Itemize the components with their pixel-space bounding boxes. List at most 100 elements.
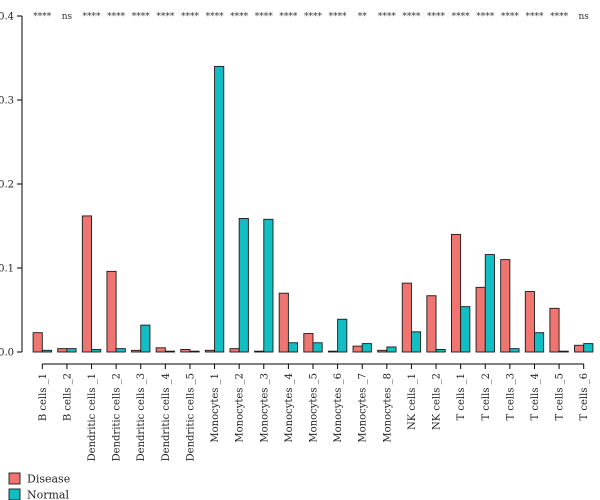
- x-tick-label: T cells _2: [481, 373, 492, 420]
- bar-disease-11: [278, 292, 289, 353]
- bar-disease-5: [131, 349, 142, 353]
- significance-label: ns: [62, 12, 73, 22]
- significance-label: ****: [181, 12, 200, 22]
- x-tick-label: Monocytes _8: [382, 373, 393, 443]
- x-axis-labels: B cells _1 B cells _2 Dendritic cells _1 De…: [38, 364, 590, 461]
- x-tick-label: Monocytes _6: [333, 373, 344, 443]
- significance-label: ****: [501, 12, 520, 22]
- legend-label-normal: Normal: [27, 489, 69, 500]
- bar-normal-19: [484, 254, 495, 353]
- bar-normal-10: [263, 218, 274, 353]
- bar-disease-4: [106, 270, 117, 353]
- bar-disease-10: [254, 350, 265, 353]
- significance-label: ****: [402, 12, 421, 22]
- significance-label: ****: [452, 12, 471, 22]
- bar-normal-13: [337, 318, 348, 353]
- significance-label: ****: [427, 12, 446, 22]
- bar-normal-22: [558, 350, 569, 353]
- x-tick-label: T cells _1: [456, 373, 467, 420]
- bar-disease-22: [549, 307, 560, 353]
- significance-label: ****: [279, 12, 298, 22]
- bar-normal-18: [460, 306, 471, 353]
- significance-label: **: [358, 12, 368, 22]
- bar-disease-23: [574, 344, 585, 353]
- significance-label: ****: [476, 12, 495, 22]
- x-tick-label: NK cells _2: [432, 373, 443, 430]
- bar-normal-20: [509, 348, 520, 353]
- bar-normal-5: [140, 324, 151, 353]
- legend-swatch-normal: [8, 488, 21, 500]
- x-tick-label: Monocytes _1: [210, 373, 221, 443]
- x-tick-label: NK cells _1: [407, 373, 418, 430]
- x-tick-label: Dendritic cells _3: [136, 373, 147, 461]
- x-tick-label: T cells _6: [579, 373, 590, 420]
- bar-disease-18: [451, 233, 462, 353]
- significance-label: ****: [255, 12, 274, 22]
- bar-normal-1: [41, 349, 52, 353]
- bar-normal-17: [435, 349, 446, 353]
- bar-disease-9: [229, 348, 240, 353]
- significance-label: ****: [550, 12, 569, 22]
- bar-disease-12: [303, 333, 314, 353]
- bar-normal-8: [214, 65, 225, 353]
- bar-disease-13: [327, 350, 339, 353]
- significance-label: ****: [378, 12, 397, 22]
- x-tick-label: T cells _3: [505, 373, 516, 420]
- bar-disease-3: [81, 215, 92, 353]
- significance-label: ****: [33, 12, 52, 22]
- significance-label: ****: [329, 12, 348, 22]
- x-tick-label: Monocytes _7: [358, 373, 369, 443]
- bar-normal-11: [287, 342, 299, 353]
- bar-disease-15: [377, 349, 388, 353]
- x-tick-label: Dendritic cells _2: [112, 373, 123, 461]
- bar-disease-20: [500, 259, 511, 353]
- legend: Disease Normal: [8, 472, 70, 500]
- x-tick-label: Dendritic cells _4: [161, 373, 172, 461]
- bar-disease-14: [352, 345, 363, 353]
- significance-label: ****: [525, 12, 544, 22]
- bar-disease-19: [475, 286, 486, 353]
- y-axis: 0.0 0.1 0.2 0.3 0.4: [0, 12, 23, 359]
- bar-disease-8: [204, 349, 216, 353]
- y-tick-label: 0.1: [0, 264, 14, 275]
- y-tick-label: 0.2: [0, 180, 14, 191]
- bars: [32, 65, 594, 353]
- legend-swatch-disease: [8, 472, 21, 485]
- bar-normal-9: [238, 217, 249, 353]
- bar-normal-14: [361, 343, 372, 353]
- x-tick-label: Dendritic cells _5: [185, 373, 196, 461]
- bar-normal-12: [312, 342, 323, 353]
- significance-labels: **** ns **** **** **** **** **** **** **** **** **…: [33, 12, 589, 22]
- bar-normal-15: [386, 346, 397, 353]
- x-tick-label: T cells _4: [530, 373, 541, 420]
- x-tick-label: Monocytes _5: [309, 373, 320, 443]
- significance-label: ****: [107, 12, 126, 22]
- bar-normal-2: [66, 348, 77, 353]
- significance-label: ****: [304, 12, 323, 22]
- bar-normal-21: [534, 332, 545, 353]
- bar-disease-1: [32, 332, 43, 353]
- bar-normal-3: [91, 349, 102, 353]
- legend-label-disease: Disease: [27, 473, 70, 486]
- bar-normal-7: [189, 350, 200, 353]
- x-tick-label: Monocytes _2: [235, 373, 246, 443]
- bar-disease-21: [524, 291, 535, 353]
- significance-label: ns: [578, 12, 589, 22]
- x-tick-label: T cells _5: [555, 373, 566, 420]
- x-tick-label: B cells _1: [38, 373, 49, 421]
- x-tick-label: B cells _2: [62, 373, 73, 421]
- bar-normal-16: [410, 331, 422, 353]
- y-tick-label: 0.4: [0, 12, 14, 23]
- y-tick-label: 0.3: [0, 96, 14, 107]
- x-tick-label: Monocytes _4: [284, 373, 295, 443]
- bar-disease-16: [401, 282, 412, 353]
- significance-label: ****: [206, 12, 225, 22]
- bar-disease-17: [426, 295, 437, 353]
- x-tick-label: Monocytes _3: [259, 373, 270, 443]
- significance-label: ****: [83, 12, 102, 22]
- x-tick-label: Dendritic cells _1: [87, 373, 98, 461]
- bar-normal-6: [164, 350, 176, 353]
- bar-normal-4: [115, 348, 126, 353]
- significance-label: ****: [156, 12, 175, 22]
